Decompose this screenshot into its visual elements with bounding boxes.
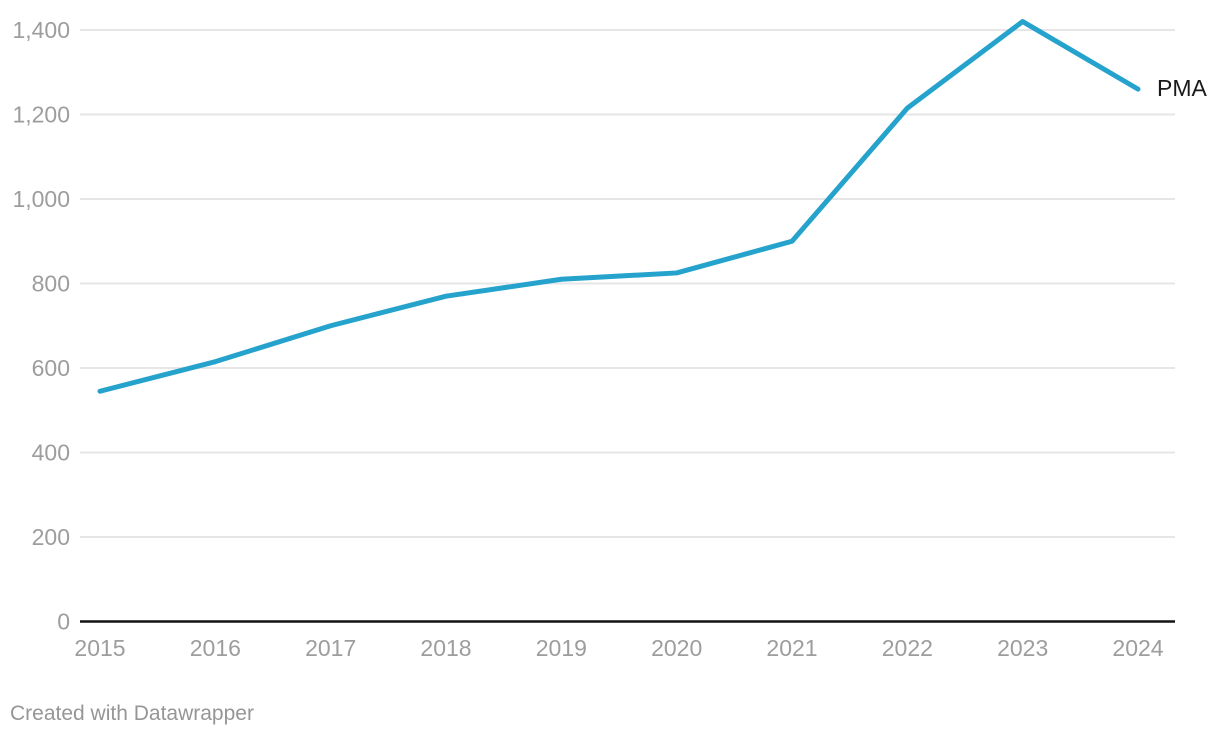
x-tick-label: 2022	[882, 635, 933, 661]
y-tick-label: 1,000	[12, 186, 70, 212]
x-tick-label: 2020	[651, 635, 702, 661]
y-tick-label: 400	[32, 440, 70, 466]
attribution-text: Created with Datawrapper	[10, 702, 254, 725]
x-tick-label: 2023	[997, 635, 1048, 661]
x-tick-label: 2019	[536, 635, 587, 661]
y-tick-label: 600	[32, 355, 70, 381]
x-tick-label: 2015	[74, 635, 125, 661]
series-end-label: PMA	[1157, 75, 1207, 101]
x-tick-label: 2021	[766, 635, 817, 661]
x-tick-label: 2017	[305, 635, 356, 661]
x-tick-label: 2016	[190, 635, 241, 661]
x-tick-label: 2018	[420, 635, 471, 661]
line-chart-canvas: 0 200 400 600 800 1,000 1,200 1,400 2015 2016 2017…	[12, 17, 1175, 661]
y-tick-label: 800	[32, 271, 70, 297]
y-tick-label: 1,400	[12, 17, 70, 43]
series-line	[97, 19, 1141, 394]
y-tick-label: 1,200	[12, 102, 70, 128]
y-tick-label: 0	[57, 609, 70, 635]
x-tick-label: 2024	[1112, 635, 1163, 661]
y-tick-label: 200	[32, 524, 70, 550]
